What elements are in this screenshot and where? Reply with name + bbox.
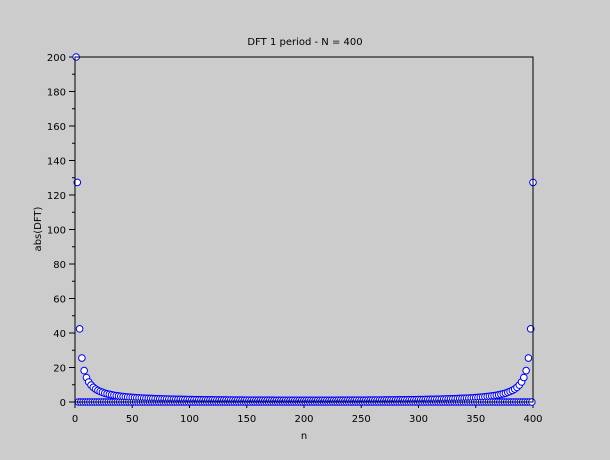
x-tick-label: 400 <box>523 414 542 425</box>
plot-frame <box>74 56 534 403</box>
data-point <box>522 366 530 375</box>
y-tick-label: 120 <box>47 191 66 202</box>
y-tick-label: 160 <box>47 122 66 133</box>
y-tick-label: 200 <box>47 53 66 64</box>
x-tick-label: 300 <box>409 414 428 425</box>
x-axis-label: n <box>301 431 307 442</box>
data-point <box>78 354 86 362</box>
x-tick-label: 0 <box>72 414 78 425</box>
data-point <box>520 373 528 382</box>
data-points <box>72 53 537 406</box>
axis-ticks: 0 50 100 150 200 250 300 350 400 0 20 40 60 80 100 120 1… <box>47 53 543 425</box>
x-tick-label: 100 <box>180 414 199 425</box>
y-tick-label: 80 <box>53 260 66 271</box>
y-axis-label: abs(DFT) <box>33 206 44 251</box>
data-point <box>526 325 535 333</box>
data-point <box>80 366 88 375</box>
y-tick-label: 180 <box>47 88 66 99</box>
x-tick-label: 350 <box>466 414 485 425</box>
data-point <box>524 354 533 362</box>
y-tick-label: 40 <box>53 329 66 340</box>
y-tick-label: 60 <box>53 295 66 306</box>
x-tick-label: 50 <box>126 414 139 425</box>
x-tick-label: 250 <box>352 414 371 425</box>
y-tick-label: 20 <box>53 364 66 375</box>
y-tick-label: 0 <box>60 398 66 409</box>
x-tick-label: 200 <box>294 414 313 425</box>
y-tick-label: 140 <box>47 157 66 168</box>
y-tick-label: 100 <box>47 226 66 237</box>
chart-title: DFT 1 period - N = 400 <box>247 37 362 48</box>
data-point <box>75 325 84 333</box>
data-point <box>73 178 82 187</box>
x-tick-label: 150 <box>237 414 256 425</box>
